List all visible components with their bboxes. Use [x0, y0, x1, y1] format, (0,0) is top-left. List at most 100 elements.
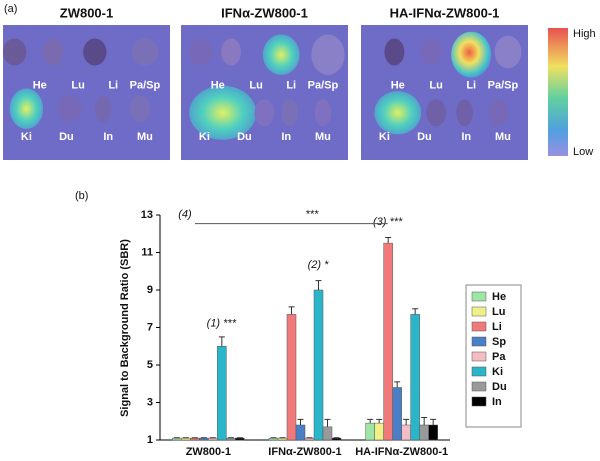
legend-label: Du — [492, 381, 507, 393]
error-bar — [394, 381, 401, 388]
organ-label: Li — [466, 80, 476, 92]
organ — [281, 99, 298, 127]
organ — [9, 88, 44, 129]
organ — [131, 38, 159, 66]
bar — [226, 437, 236, 441]
bar — [235, 437, 245, 441]
legend-label: He — [492, 291, 506, 303]
organ-label: He — [211, 80, 225, 92]
colorbar-high: High — [573, 28, 596, 40]
image-title: ZW800-1 — [60, 5, 113, 20]
bar — [428, 424, 438, 441]
error-bar — [376, 418, 383, 424]
organ-label: Pa/Sp — [308, 80, 339, 92]
organ-label: Li — [108, 80, 118, 92]
error-bar — [385, 237, 392, 244]
organ-label: Pa/Sp — [130, 80, 161, 92]
x-tick-label: IFNα-ZW800-1 — [268, 446, 341, 458]
bar — [295, 424, 306, 441]
organ-label: Mu — [137, 131, 153, 143]
image-title: IFNα-ZW800-1 — [221, 5, 308, 20]
bar — [331, 437, 342, 441]
legend-label: Li — [492, 321, 502, 333]
organ — [129, 95, 150, 123]
bar — [383, 242, 393, 441]
error-bar — [324, 418, 331, 427]
error-bar — [315, 280, 322, 290]
bar — [286, 314, 297, 441]
bar — [190, 437, 200, 441]
annotation: *** — [305, 209, 319, 221]
organ-label: Du — [237, 131, 252, 143]
organ — [456, 99, 473, 127]
error-bar — [367, 418, 374, 424]
organ-label: In — [461, 131, 471, 143]
bar — [181, 437, 191, 441]
organ-label: Lu — [429, 80, 442, 92]
y-tick-label: 11 — [141, 246, 153, 258]
error-bar — [288, 306, 295, 315]
bar — [304, 437, 315, 441]
organ-label: Mu — [495, 131, 511, 143]
organ — [189, 38, 213, 66]
organ — [94, 95, 112, 123]
y-tick-label: 5 — [147, 359, 153, 371]
bar — [199, 437, 209, 441]
legend-label: Pa — [492, 351, 506, 363]
x-tick-label: ZW800-1 — [186, 446, 231, 458]
organ — [254, 99, 275, 127]
image-title: HA-IFNα-ZW800-1 — [390, 5, 500, 20]
y-tick-label: 13 — [141, 209, 153, 221]
bar — [217, 346, 227, 441]
legend-swatch — [471, 351, 487, 362]
organ — [494, 35, 522, 69]
organ — [314, 99, 332, 127]
bar — [208, 437, 218, 441]
panel-label: (b) — [75, 190, 88, 202]
legend-swatch — [471, 306, 487, 317]
legend-swatch — [471, 321, 487, 332]
legend-label: Ki — [492, 366, 503, 378]
bar — [419, 424, 429, 441]
organ-label: Ki — [21, 131, 32, 143]
organ-label: Li — [286, 80, 296, 92]
organ-label: Ki — [199, 131, 210, 143]
organ-label: Lu — [71, 80, 84, 92]
legend-swatch — [471, 366, 487, 377]
x-tick-label: HA-IFNα-ZW800-1 — [355, 446, 448, 458]
y-tick-label: 1 — [147, 434, 153, 446]
bar — [172, 437, 182, 441]
legend-swatch — [471, 381, 487, 392]
bar — [268, 437, 279, 441]
organ-label: He — [391, 80, 405, 92]
organ-label: Pa/Sp — [488, 80, 519, 92]
organ — [384, 38, 405, 66]
organ-label: He — [33, 80, 47, 92]
bar — [374, 422, 384, 441]
organ-label: In — [103, 131, 113, 143]
organ — [221, 38, 242, 66]
annotation: (4) — [178, 209, 192, 221]
y-tick-label: 7 — [147, 321, 153, 333]
y-axis-label: Signal to Background Ratio (SBR) — [119, 239, 131, 417]
error-bar — [297, 418, 304, 425]
annotation: (2) * — [308, 259, 330, 271]
organ — [374, 91, 422, 135]
organ-label: In — [281, 131, 291, 143]
panel-label: (a) — [4, 3, 17, 15]
annotation: (1) *** — [207, 317, 237, 329]
organ — [189, 85, 257, 140]
organ — [311, 34, 345, 75]
organ — [3, 38, 27, 66]
organ-label: Mu — [315, 131, 331, 143]
organ-label: Du — [417, 131, 432, 143]
colorbar — [548, 28, 568, 156]
organ-label: Ki — [379, 131, 390, 143]
organ — [421, 38, 442, 66]
bar — [365, 422, 375, 441]
organ — [58, 95, 82, 123]
bar — [313, 289, 324, 441]
bar — [322, 426, 333, 441]
organ — [426, 99, 447, 127]
